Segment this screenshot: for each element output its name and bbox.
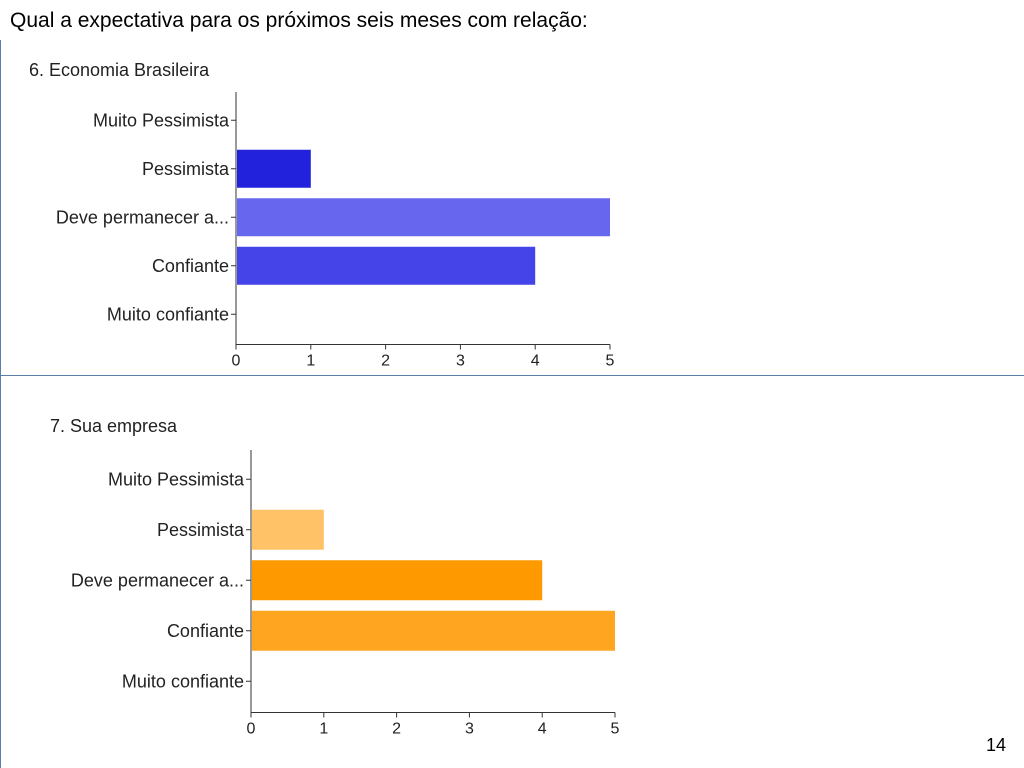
chart-sua-empresa: 7. Sua empresa Muito Pessimista Pessimista… [50, 416, 620, 738]
chart-economia-brasileira: 6. Economia Brasileira Muito Pessimista Pe… [29, 60, 615, 370]
x-tick-label-2: 2 [392, 721, 401, 738]
bar-pessimista [237, 149, 311, 188]
category-label-pessimista: Pessimista [142, 159, 230, 179]
bar-confiante [252, 610, 615, 651]
section-divider [0, 375, 1024, 376]
x-tick-label-1: 1 [306, 353, 315, 370]
frame-left-border [0, 40, 1, 768]
x-tick-label-2: 2 [381, 353, 390, 370]
x-tick-label-1: 1 [319, 721, 328, 738]
category-label-muito-confiante: Muito confiante [107, 304, 229, 324]
category-label-deve-permanecer-a: Deve permanecer a... [71, 570, 244, 590]
x-tick-label-3: 3 [456, 353, 465, 370]
x-tick-label-5: 5 [606, 353, 615, 370]
bar-confiante [237, 246, 536, 285]
page-number: 14 [985, 735, 1006, 755]
slide-heading: Qual a expectativa para os próximos seis… [10, 9, 588, 32]
x-tick-label-3: 3 [465, 721, 474, 738]
x-tick-label-4: 4 [531, 353, 540, 370]
category-label-pessimista: Pessimista [157, 520, 245, 540]
category-label-confiante: Confiante [167, 621, 244, 641]
chart-title: 7. Sua empresa [50, 416, 178, 436]
bar-deve-permanecer-a [252, 560, 543, 601]
category-label-deve-permanecer-a: Deve permanecer a... [56, 207, 229, 227]
bar-pessimista [252, 509, 324, 550]
chart-title: 6. Economia Brasileira [29, 60, 210, 80]
category-label-muito-pessimista: Muito Pessimista [108, 469, 245, 489]
category-label-muito-confiante: Muito confiante [122, 671, 244, 691]
x-tick-label-4: 4 [538, 721, 547, 738]
category-label-muito-pessimista: Muito Pessimista [93, 110, 230, 130]
x-tick-label-5: 5 [611, 721, 620, 738]
category-label-confiante: Confiante [152, 256, 229, 276]
bar-deve-permanecer-a [237, 198, 610, 237]
x-tick-label-0: 0 [247, 721, 256, 738]
x-tick-label-0: 0 [232, 353, 241, 370]
